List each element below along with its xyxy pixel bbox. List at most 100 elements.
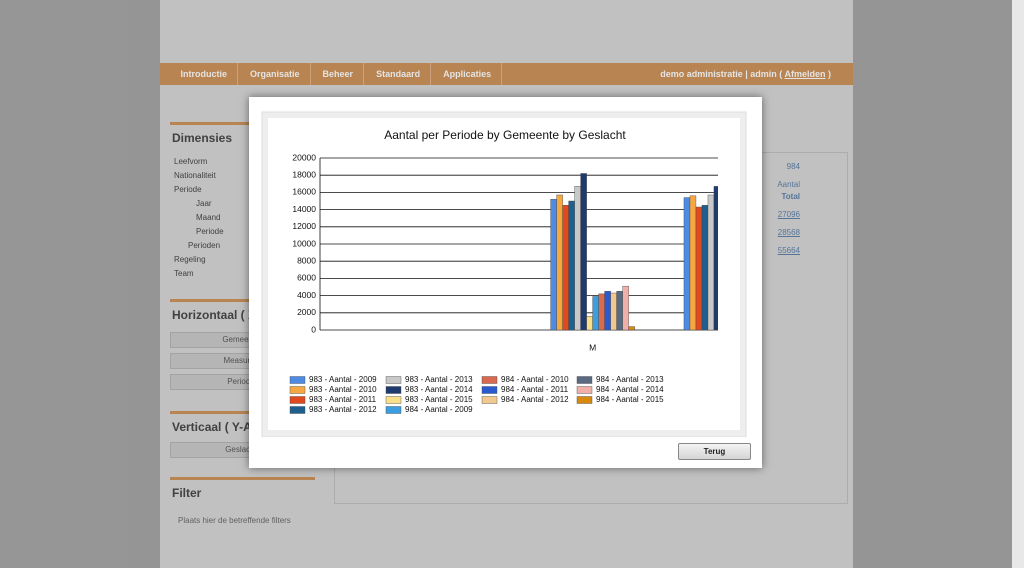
legend-label: 984 - Aantal - 2013 (596, 375, 664, 384)
tree-item[interactable]: Periode (196, 227, 224, 236)
tree-item[interactable]: Maand (196, 213, 221, 222)
divider (170, 477, 315, 480)
bar (707, 194, 715, 331)
tree-item[interactable]: Nationaliteit (174, 171, 216, 180)
bar (568, 200, 575, 331)
bar (610, 292, 617, 331)
bar (574, 186, 581, 331)
chart-panel (268, 118, 740, 430)
legend-swatch (289, 376, 306, 384)
menu-item[interactable]: Organisatie (238, 63, 311, 85)
legend-swatch (289, 406, 306, 414)
cell[interactable]: 27096 (777, 210, 800, 219)
tree-item[interactable]: Leefvorm (174, 157, 208, 166)
user: demo administratie | admin ( (660, 69, 783, 79)
legend-swatch (385, 386, 402, 394)
header: Aantal (777, 180, 800, 189)
tree-item[interactable]: Periode (174, 185, 202, 194)
bar (689, 195, 697, 331)
logout[interactable]: Afmelden (784, 69, 826, 79)
dialog: Aantal per Periode by Gemeente by Geslac… (249, 97, 762, 468)
section-title: Dimensies (172, 131, 233, 145)
legend-label: 983 - Aantal - 2014 (405, 385, 473, 394)
user-end: ) (828, 69, 831, 79)
legend-swatch (576, 376, 593, 384)
tree-item[interactable]: Team (174, 269, 194, 278)
bar (550, 199, 557, 331)
y-tick-label: 8000 (297, 255, 316, 265)
y-tick-label: 20000 (292, 152, 316, 162)
legend-label: 984 - Aantal - 2010 (501, 375, 569, 384)
bar (598, 293, 605, 331)
legend-swatch (289, 396, 306, 404)
cell[interactable]: 28568 (777, 228, 800, 237)
bar (604, 291, 611, 331)
y-tick-label: 12000 (292, 221, 316, 231)
bar (556, 194, 563, 331)
legend-label: 983 - Aantal - 2009 (309, 375, 377, 384)
menu-item[interactable]: Introductie (169, 63, 239, 85)
divider (170, 122, 315, 125)
legend-swatch (481, 396, 498, 404)
menu-item[interactable]: Applicaties (431, 63, 503, 85)
legend-label: 984 - Aantal - 2015 (596, 395, 664, 404)
chart-title: Aantal per Periode by Gemeente by Geslac… (384, 128, 626, 142)
cell[interactable]: 55664 (777, 246, 800, 255)
y-tick-label: 18000 (292, 169, 316, 179)
bar (580, 173, 587, 331)
x-tick-label: M (589, 342, 596, 352)
chart: Aantal per Periode by Gemeente by Geslac… (261, 111, 747, 437)
bar (592, 296, 599, 331)
scrollbar[interactable] (1012, 0, 1024, 568)
bar (695, 206, 703, 331)
bar (701, 205, 709, 331)
legend-label: 983 - Aantal - 2015 (405, 395, 473, 404)
legend-label: 984 - Aantal - 2009 (405, 405, 473, 414)
menu-item[interactable]: Standaard (364, 63, 432, 85)
y-tick-label: 16000 (292, 187, 316, 197)
bar (683, 197, 691, 331)
tree-item[interactable]: Perioden (188, 241, 221, 250)
legend-swatch (385, 396, 402, 404)
section-title: Filter (172, 486, 202, 500)
header: Total (781, 192, 800, 201)
legend-label: 983 - Aantal - 2013 (405, 375, 473, 384)
legend-swatch (385, 406, 402, 414)
menu-item[interactable]: Beheer (311, 63, 365, 85)
tree-item[interactable]: Jaar (196, 199, 212, 208)
back-button[interactable]: Terug (678, 443, 751, 460)
legend-swatch (576, 386, 593, 394)
pivot-table: 984 Aantal Total 27096 28568 55664 (775, 158, 800, 260)
divider (170, 411, 315, 414)
menu-bar: Introductie Organisatie Beheer Standaard App… (160, 63, 853, 85)
legend-label: 983 - Aantal - 2012 (309, 405, 377, 414)
bar (628, 326, 635, 331)
legend-swatch (385, 376, 402, 384)
legend-swatch (289, 386, 306, 394)
divider (170, 299, 315, 302)
bar (562, 205, 569, 331)
bar (713, 186, 718, 331)
y-tick-label: 2000 (297, 307, 316, 317)
user-info: demo administratie | admin ( Afmelden ) (660, 69, 831, 79)
legend-swatch (576, 396, 593, 404)
filter-hint: Plaats hier de betreffende filters (178, 516, 291, 525)
tree-item[interactable]: Regeling (174, 255, 206, 264)
tree: Leefvorm Nationaliteit Periode Jaar Maan… (170, 155, 315, 281)
y-tick-label: 10000 (292, 238, 316, 248)
legend-label: 983 - Aantal - 2011 (309, 395, 377, 404)
legend-label: 984 - Aantal - 2014 (596, 385, 664, 394)
bar (586, 316, 593, 331)
header: 984 (786, 162, 800, 171)
legend-swatch (481, 376, 498, 384)
legend-label: 984 - Aantal - 2011 (501, 385, 569, 394)
bar (622, 285, 629, 331)
y-tick-label: 4000 (297, 290, 316, 300)
legend-swatch (481, 386, 498, 394)
legend-label: 983 - Aantal - 2010 (309, 385, 377, 394)
legend-label: 984 - Aantal - 2012 (501, 395, 569, 404)
y-tick-label: 6000 (297, 273, 316, 283)
y-tick-label: 0 (311, 324, 316, 334)
section-title: Verticaal ( Y-As ) (172, 420, 266, 434)
